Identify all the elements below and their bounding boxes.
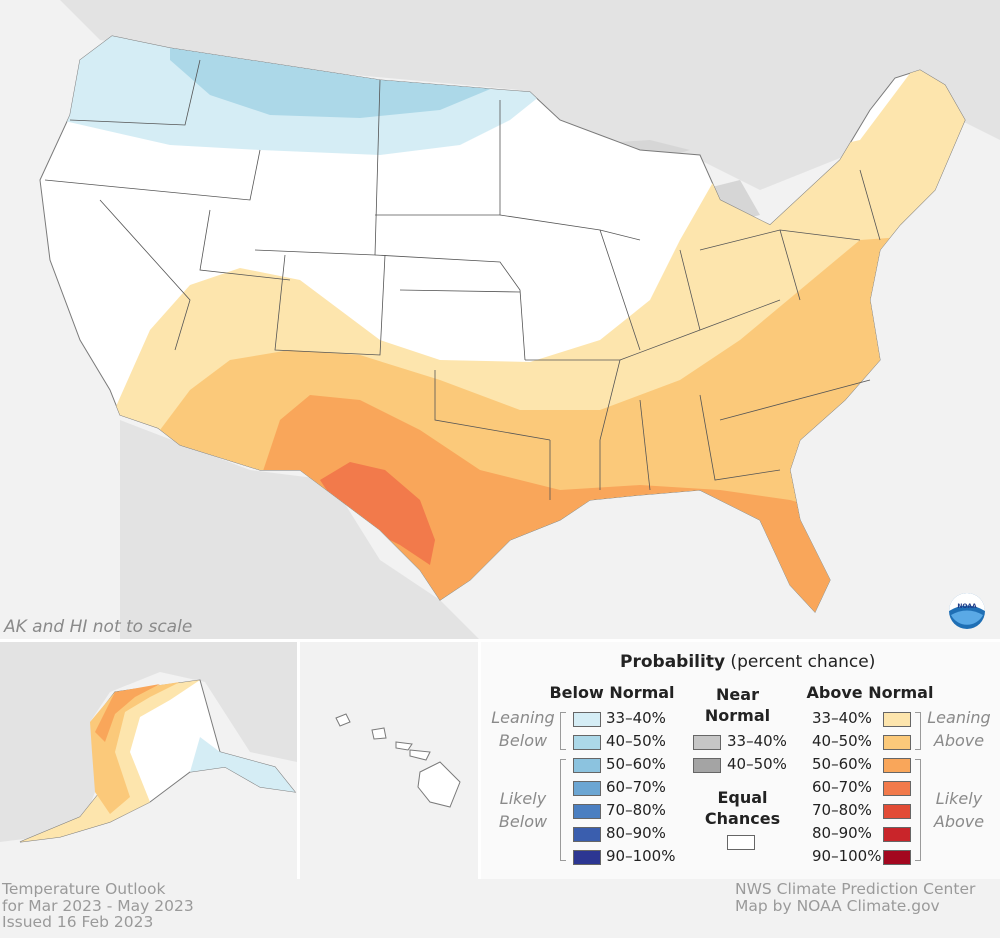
above-normal-swatch xyxy=(883,712,911,727)
footer-title: Temperature Outlook xyxy=(2,880,166,898)
hawaii-islands xyxy=(335,713,461,808)
above-normal-label: 60–70% xyxy=(812,778,872,796)
near-normal-swatch xyxy=(693,735,721,750)
ak-above-50-60-region xyxy=(95,684,160,742)
divider-hi-legend xyxy=(478,642,481,879)
divider-horizontal xyxy=(0,639,1000,642)
footer-left: Temperature Outlook for Mar 2023 - May 2… xyxy=(2,881,194,931)
footer-source: NWS Climate Prediction Center xyxy=(735,880,976,898)
likely-below-bracket xyxy=(560,759,566,861)
likely-below-line1: Likely xyxy=(499,789,547,808)
hawaii-inset xyxy=(300,642,478,879)
equal-chances-heading: Equal Chances xyxy=(690,787,795,829)
below-normal-swatch xyxy=(573,804,601,819)
above-normal-label: 90–100% xyxy=(812,847,882,865)
below-normal-label: 40–50% xyxy=(606,732,666,750)
near-normal-swatch xyxy=(693,758,721,773)
leaning-above-line2: Above xyxy=(933,731,985,750)
canada-russia-land xyxy=(0,642,297,842)
below-normal-label: 60–70% xyxy=(606,778,666,796)
canada-land xyxy=(60,0,1000,200)
conus-map: AK and HI not to scale NOAA xyxy=(3,0,1000,640)
likely-above-line1: Likely xyxy=(935,789,983,808)
footer-credit: Map by NOAA Climate.gov xyxy=(735,896,940,915)
leaning-below-bracket xyxy=(560,712,566,750)
ak-below-33-40-region xyxy=(190,737,295,792)
mexico-land xyxy=(120,420,480,640)
legend-title-bold: Probability xyxy=(620,652,726,672)
near-normal-label: 33–40% xyxy=(727,732,787,750)
below-normal-swatch xyxy=(573,781,601,796)
near-normal-line2: Normal xyxy=(704,706,771,725)
above-60-70-region xyxy=(320,462,435,565)
below-normal-swatch xyxy=(573,850,601,865)
footer-period: for Mar 2023 - May 2023 xyxy=(2,896,194,915)
below-normal-swatch xyxy=(573,712,601,727)
divider-ak-hi xyxy=(297,642,300,879)
above-normal-swatch xyxy=(883,758,911,773)
above-normal-swatch xyxy=(883,850,911,865)
above-normal-swatch xyxy=(883,781,911,796)
below-normal-heading: Below Normal xyxy=(549,683,675,702)
above-normal-label: 40–50% xyxy=(812,732,872,750)
likely-above-label: Likely Above xyxy=(920,787,998,833)
leaning-above-line1: Leaning xyxy=(927,708,991,727)
below-normal-label: 50–60% xyxy=(606,755,666,773)
above-normal-swatch xyxy=(883,827,911,842)
footer-issued: Issued 16 Feb 2023 xyxy=(2,913,154,931)
alaska-map-graphic xyxy=(0,642,297,843)
leaning-below-line1: Leaning xyxy=(491,708,555,727)
near-normal-label: 40–50% xyxy=(727,755,787,773)
noaa-logo: NOAA xyxy=(949,593,985,629)
below-normal-label: 80–90% xyxy=(606,824,666,842)
state-borders xyxy=(44,59,881,500)
hawaii-map-graphic xyxy=(335,713,461,808)
conus-map-graphic: AK and HI not to scale NOAA xyxy=(3,0,1000,640)
near-normal-line1: Near xyxy=(716,685,759,704)
below-normal-label: 33–40% xyxy=(606,709,666,727)
likely-below-label: Likely Below xyxy=(484,787,562,833)
likely-below-line2: Below xyxy=(498,812,548,831)
below-normal-label: 90–100% xyxy=(606,847,676,865)
below-normal-swatch xyxy=(573,827,601,842)
below-normal-label: 70–80% xyxy=(606,801,666,819)
equal-chances-line2: Chances xyxy=(704,809,781,828)
likely-above-line2: Above xyxy=(933,812,985,831)
near-normal-heading: Near Normal xyxy=(690,684,785,726)
leaning-below-label: Leaning Below xyxy=(484,706,562,752)
likely-above-bracket xyxy=(915,759,921,861)
above-normal-label: 50–60% xyxy=(812,755,872,773)
alaska-inset xyxy=(0,642,297,879)
above-normal-label: 80–90% xyxy=(812,824,872,842)
legend-title: Probability (percent chance) xyxy=(620,652,875,672)
above-normal-swatch xyxy=(883,735,911,750)
scale-note: AK and HI not to scale xyxy=(3,617,192,637)
footer-right: NWS Climate Prediction Center Map by NOA… xyxy=(735,881,975,914)
above-normal-swatch xyxy=(883,804,911,819)
noaa-logo-text: NOAA xyxy=(957,603,977,610)
leaning-below-line2: Below xyxy=(498,731,548,750)
below-normal-swatch xyxy=(573,735,601,750)
equal-chances-line1: Equal xyxy=(717,788,768,807)
above-normal-label: 70–80% xyxy=(812,801,872,819)
equal-chances-swatch xyxy=(727,835,755,850)
leaning-above-bracket xyxy=(915,712,921,750)
below-normal-swatch xyxy=(573,758,601,773)
legend-title-rest: (percent chance) xyxy=(725,652,876,672)
leaning-above-label: Leaning Above xyxy=(920,706,998,752)
above-normal-heading: Above Normal xyxy=(806,683,934,702)
above-normal-label: 33–40% xyxy=(812,709,872,727)
